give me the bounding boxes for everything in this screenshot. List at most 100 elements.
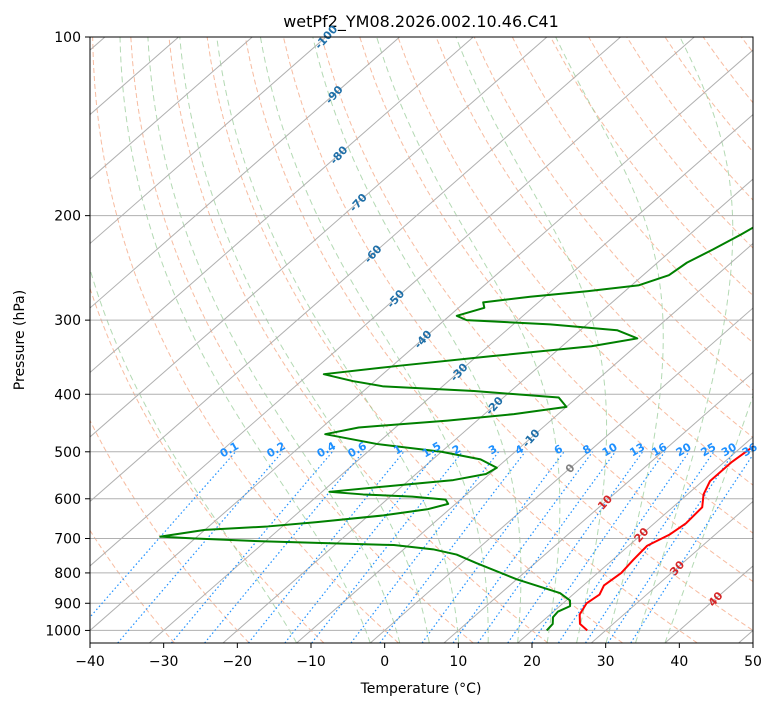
mixing-ratio-label: 16	[650, 440, 670, 459]
plot-frame	[89, 36, 754, 644]
dry-adiabat	[92, 37, 399, 643]
x-tick-label: −30	[149, 654, 179, 670]
mixing-ratio-label: 36	[740, 440, 760, 459]
profile-lines	[159, 226, 753, 632]
dry-adiabat	[90, 419, 250, 643]
x-tick-label: −40	[75, 654, 105, 670]
isotherm-line	[443, 371, 753, 643]
isobar-grid	[90, 37, 753, 631]
mixing-ratio-label: 10	[600, 440, 620, 459]
isotherm-line	[90, 37, 548, 438]
x-tick-label: 40	[670, 654, 688, 670]
moist-adiabat	[555, 37, 664, 643]
dry-adiabat	[206, 37, 623, 643]
x-tick-label: 10	[449, 654, 467, 670]
y-axis-ticks: 1000 900 800 700 600 500 400 300 200 100	[45, 30, 90, 639]
x-tick-label: 50	[744, 654, 762, 670]
dry-adiabat	[664, 37, 753, 153]
y-tick-label: 700	[54, 532, 81, 548]
mixing-ratio-line	[204, 451, 364, 643]
isotherm-line	[296, 242, 753, 643]
isotherm-line	[90, 37, 327, 245]
moist-adiabat	[635, 37, 734, 643]
moist-adiabat	[119, 37, 371, 643]
y-tick-label: 600	[54, 492, 81, 508]
dry-adiabat	[321, 37, 753, 583]
mixing-ratio-line	[507, 451, 644, 643]
moist-adiabat	[259, 37, 489, 643]
isotherm-line	[222, 178, 753, 643]
dry-adiabat	[435, 37, 753, 439]
x-tick-label: 20	[523, 654, 541, 670]
mixing-ratio-label: 0.4	[315, 439, 339, 460]
dry-adiabat	[168, 37, 549, 643]
dry-adiabat	[282, 37, 753, 632]
isotherm-line	[738, 629, 753, 643]
y-tick-label: 500	[54, 445, 81, 461]
mixing-ratio-label: 13	[627, 440, 647, 459]
mixing-ratio-label: 6	[552, 442, 565, 457]
y-tick-label: 400	[54, 387, 81, 403]
dry-adiabat	[588, 37, 753, 249]
dry-adiabat	[359, 37, 753, 534]
moist-adiabat	[90, 267, 298, 643]
mixing-ratio-line	[585, 451, 715, 643]
y-tick-label: 200	[54, 209, 81, 225]
moist-adiabat	[455, 37, 608, 643]
isotherm-grid	[90, 37, 753, 643]
mixing-ratio-lines	[90, 451, 753, 643]
x-tick-label: −10	[296, 654, 326, 670]
dry-adiabat	[740, 37, 753, 54]
moist-adiabat	[216, 37, 460, 643]
mixing-ratio-line	[284, 451, 439, 643]
mixing-ratio-line	[379, 451, 526, 643]
y-tick-label: 800	[54, 566, 81, 582]
mixing-ratio-line	[531, 451, 666, 643]
isotherm-line	[148, 113, 753, 643]
mixing-ratio-label: 0.2	[265, 439, 288, 460]
mixing-ratio-line	[247, 451, 405, 643]
dry-adiabat	[90, 286, 325, 643]
y-tick-label: 900	[54, 596, 81, 612]
isotherm-line	[90, 37, 621, 503]
y-axis-label: Pressure (hPa)	[12, 290, 28, 390]
moist-adiabat	[664, 394, 753, 643]
y-tick-label: 100	[54, 30, 81, 46]
isotherm-line	[90, 37, 474, 374]
isotherm-line	[369, 307, 753, 643]
chart-title: wetPf2_YM08.2026.002.10.46.C41	[283, 12, 559, 32]
x-tick-label: 0	[380, 654, 389, 670]
mixing-ratio-line	[90, 451, 237, 619]
mixing-ratio-line	[630, 453, 753, 643]
x-axis-ticks: −40 −30 −20 −10 0 10 20 30 40 50	[75, 643, 762, 670]
y-tick-label: 300	[54, 313, 81, 329]
dry-adiabat	[550, 37, 753, 297]
mixing-ratio-line	[117, 451, 283, 643]
mixing-ratio-labels: 0.1 0.2 0.4 0.6 1 1.5 2 3 4 6 8 10 13 16 20 25 30 36	[218, 439, 760, 460]
isotherm-line	[90, 37, 253, 180]
isotherm-line	[664, 565, 753, 643]
dry-adiabat	[511, 37, 753, 344]
x-tick-label: −20	[223, 654, 253, 670]
x-axis-label: Temperature (°C)	[360, 681, 482, 697]
isotherm-line	[90, 37, 695, 567]
mixing-ratio-line	[452, 451, 594, 643]
moist-adiabats	[90, 37, 753, 643]
dry-adiabat	[130, 37, 474, 643]
dry-adiabat	[702, 37, 753, 104]
y-tick-label: 1000	[45, 623, 81, 639]
mixing-ratio-line	[557, 451, 690, 643]
moist-adiabat	[312, 37, 522, 643]
mixing-ratio-label: 25	[699, 440, 719, 459]
mixing-ratio-line	[170, 451, 333, 643]
dewpoint-profile-line	[159, 226, 753, 632]
isotherm-line	[90, 37, 400, 309]
isotherm-line	[90, 49, 753, 632]
mixing-ratio-line	[607, 451, 735, 643]
mixing-ratio-label: 3	[486, 442, 499, 457]
mixing-ratio-line	[477, 451, 616, 643]
moist-adiabat	[179, 37, 430, 643]
mixing-ratio-label: 1.5	[420, 439, 443, 460]
